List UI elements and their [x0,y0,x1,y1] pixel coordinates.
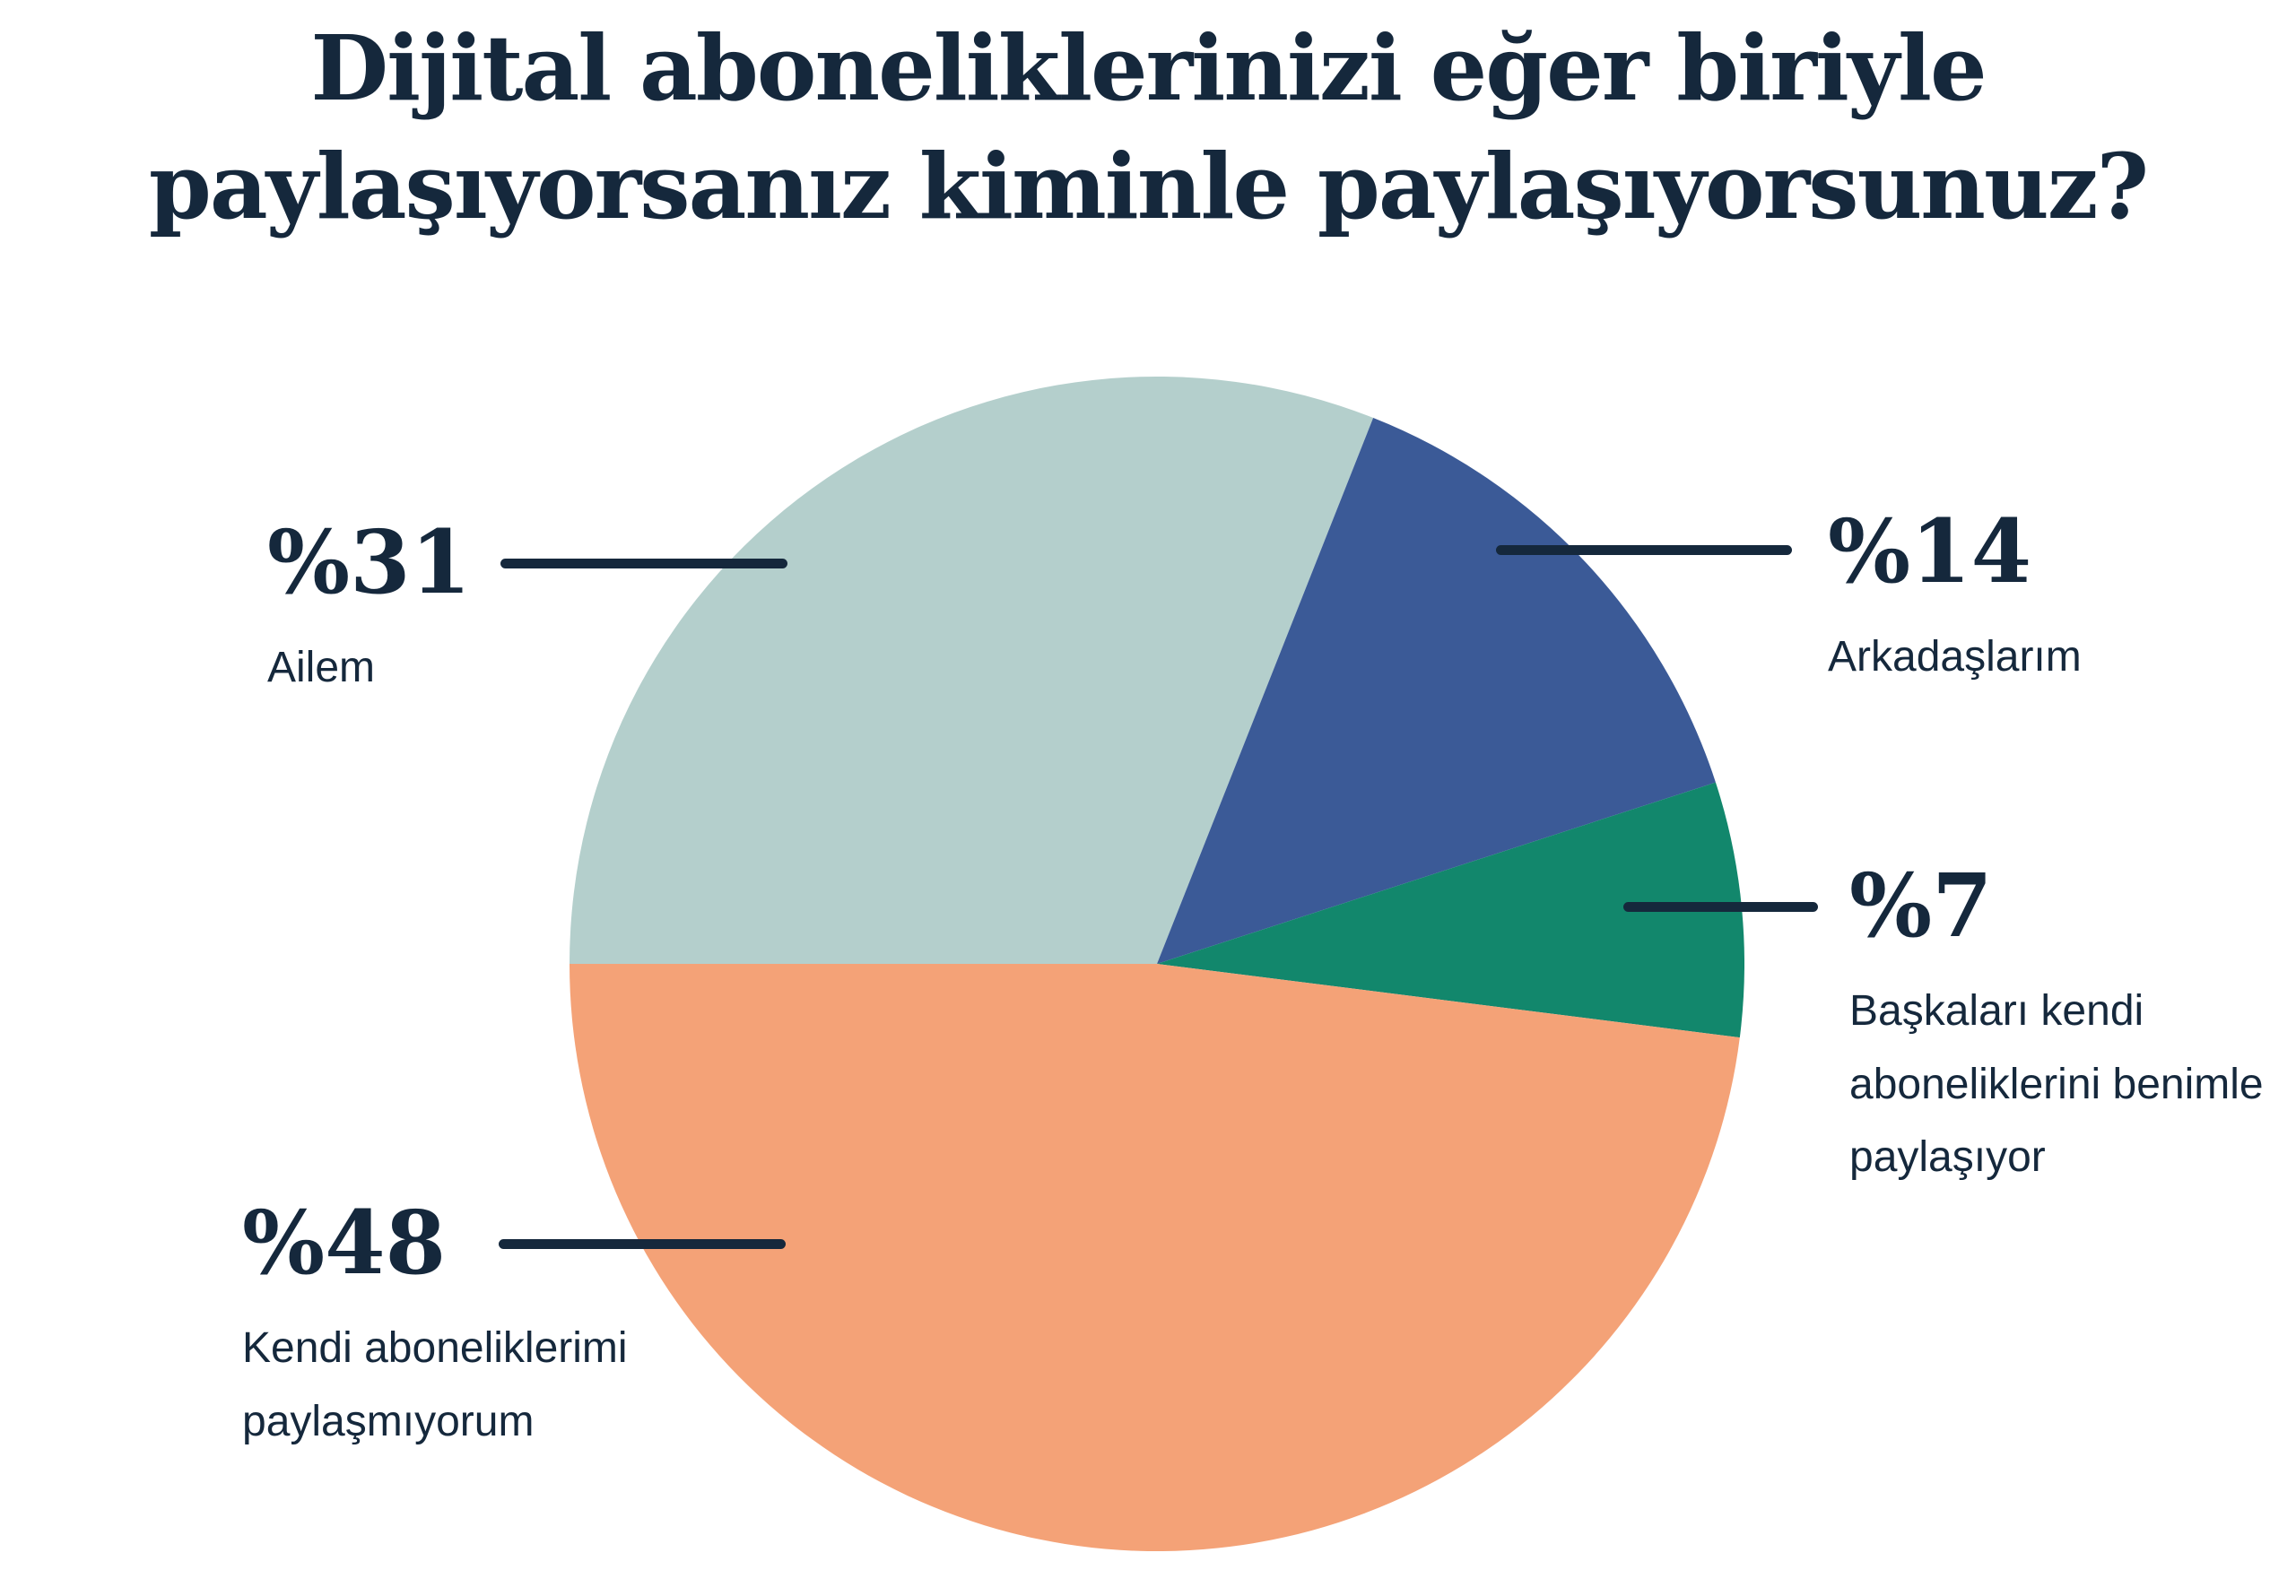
callout-baskalari: %7 Başkaları kendi aboneliklerini beniml… [1849,863,2296,1194]
callout-ailem-label: Ailem [267,644,376,691]
leader-line-baskalari [1623,902,1818,912]
callout-ailem: %31 Ailem [267,519,471,705]
chart-title: Dijital aboneliklerinizi eğer biriyle pa… [0,9,2296,246]
callout-arkadaslarim-label: Arkadaşlarım [1828,633,2082,681]
callout-kendi-aboneliklerim-label: Kendi aboneliklerimi paylaşmıyorum [242,1324,628,1445]
leader-line-ailem [500,559,787,568]
callout-arkadaslarim-value: %14 [1828,500,2032,603]
pie-slice-0 [570,377,1374,964]
chart-title-line-2: paylaşıyorsanız kiminle paylaşıyorsunuz? [148,134,2149,239]
callout-kendi-aboneliklerim-value: %48 [242,1192,447,1294]
callout-ailem-value: %31 [267,511,472,613]
leader-line-arkadaslarim [1496,545,1792,555]
pie-slice-3 [570,964,1740,1551]
chart-title-line-1: Dijital aboneliklerinizi eğer biriyle [310,15,1987,121]
callout-kendi-aboneliklerim: %48 Kendi aboneliklerimi paylaşmıyorum [242,1200,731,1458]
pie-slice-2 [1157,782,1744,1038]
leader-line-kendi-aboneliklerim [499,1239,786,1249]
callout-arkadaslarim: %14 Arkadaşlarım [1828,508,2082,694]
callout-baskalari-value: %7 [1849,854,1993,957]
callout-baskalari-label: Başkaları kendi aboneliklerini benimle p… [1849,987,2264,1182]
